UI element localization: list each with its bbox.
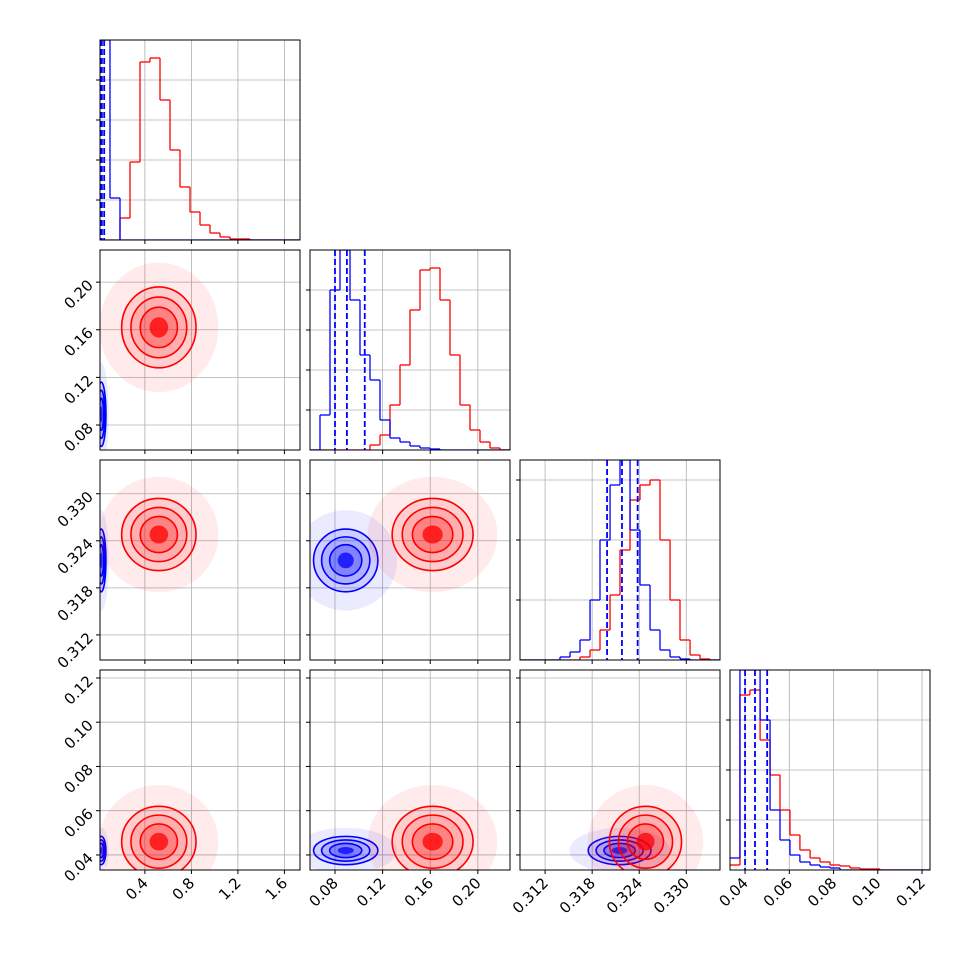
y-tick-label: 0.312 [54, 629, 97, 672]
y-tick-label: 0.08 [60, 419, 96, 455]
sample-cloud [587, 785, 704, 870]
panel [100, 250, 300, 450]
sample-cloud [100, 785, 219, 870]
y-tick-label: 0.330 [54, 488, 97, 531]
x-tick-label: 1.6 [262, 874, 292, 904]
y-tick-label: 0.20 [60, 276, 96, 312]
panel [310, 460, 510, 660]
contour [100, 846, 103, 855]
contour [149, 832, 169, 851]
contour [100, 406, 103, 423]
panel-frame [309, 459, 511, 661]
x-tick-label: 0.04 [716, 874, 752, 910]
y-tick-label: 0.10 [60, 716, 96, 752]
y-tick-label: 0.12 [60, 672, 96, 708]
x-tick-label: 0.06 [760, 874, 796, 910]
contour [149, 525, 169, 544]
y-tick-label: 0.324 [54, 535, 97, 578]
y-tick-label: 0.318 [54, 582, 97, 625]
x-tick-label: 0.12 [893, 874, 929, 910]
panel [100, 40, 300, 240]
y-tick-label: 0.08 [60, 761, 96, 797]
panel-frame [99, 669, 301, 871]
panel-frame [519, 459, 721, 661]
x-tick-label: 0.4 [122, 874, 152, 904]
panel-frame [729, 669, 931, 871]
panel [100, 460, 300, 660]
x-tick-label: 0.16 [401, 874, 437, 910]
histogram-riser [109, 40, 121, 240]
panel [520, 460, 720, 660]
contour [422, 832, 443, 851]
contour [337, 846, 354, 855]
contour [422, 525, 443, 544]
y-tick-label: 0.12 [60, 371, 96, 407]
y-tick-label: 0.16 [60, 324, 96, 360]
x-tick-label: 0.08 [804, 874, 840, 910]
panel-frame [309, 669, 511, 871]
panel [310, 670, 510, 870]
histogram-riser [739, 670, 841, 870]
panel [100, 670, 300, 870]
panel [310, 250, 510, 450]
y-tick-label: 0.04 [60, 849, 96, 885]
panel-frame [309, 249, 511, 451]
histogram-riser [579, 480, 711, 660]
y-tick-label: 0.06 [60, 805, 96, 841]
x-tick-label: 0.10 [848, 874, 884, 910]
histogram-riser [119, 58, 251, 240]
contour [100, 552, 103, 569]
panel [520, 670, 720, 870]
x-tick-label: 0.318 [556, 874, 599, 917]
x-tick-label: 0.20 [448, 874, 484, 910]
panel-frame [99, 249, 301, 451]
x-tick-label: 0.08 [305, 874, 341, 910]
panel [730, 670, 930, 870]
contour [149, 317, 169, 338]
x-tick-label: 0.324 [603, 874, 646, 917]
x-tick-label: 0.312 [509, 874, 552, 917]
panel-frame [99, 459, 301, 661]
x-tick-label: 0.330 [650, 874, 693, 917]
contour [636, 832, 655, 851]
panel-frame [99, 39, 301, 241]
sample-cloud [367, 785, 498, 870]
x-tick-label: 0.12 [353, 874, 389, 910]
contour [337, 552, 354, 569]
x-tick-label: 1.2 [215, 874, 245, 904]
x-tick-label: 0.8 [169, 874, 199, 904]
panel-frame [519, 669, 721, 871]
histogram-riser [369, 268, 501, 450]
